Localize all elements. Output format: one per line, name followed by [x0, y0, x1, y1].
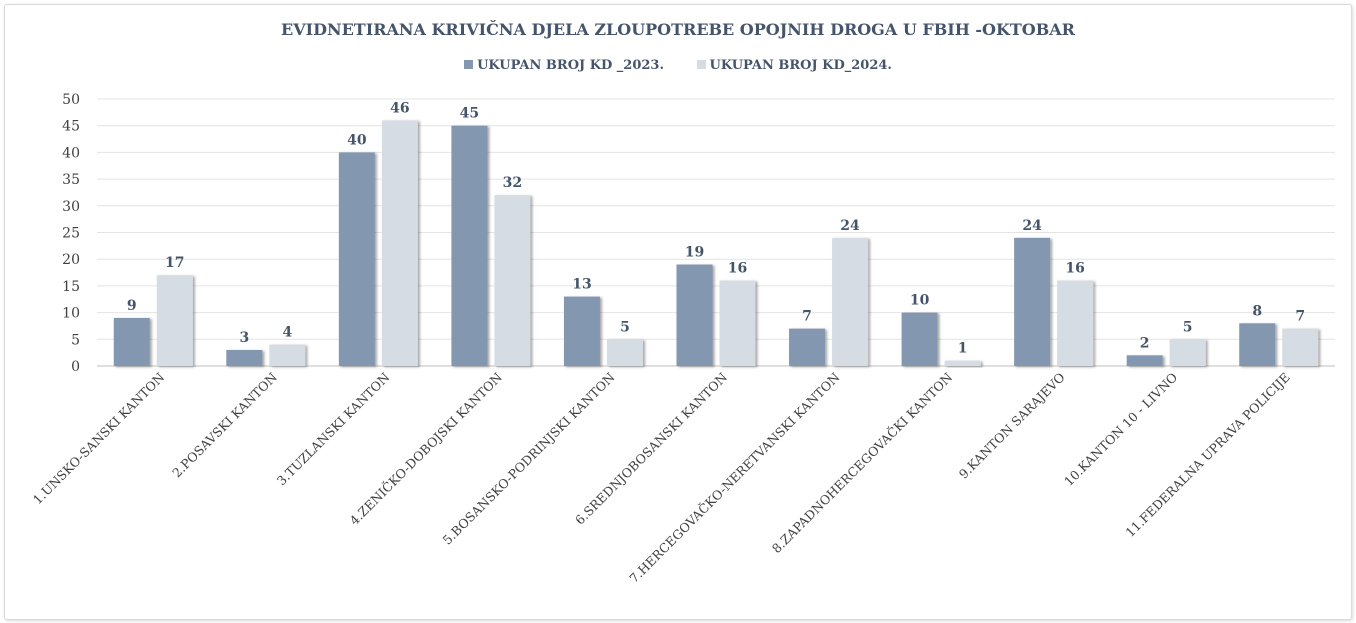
x-category-label: 9.KANTON SARAJEVO	[956, 370, 1068, 482]
y-tick-label: 40	[62, 145, 80, 161]
data-label: 32	[503, 175, 522, 191]
data-label: 17	[165, 255, 184, 271]
y-tick-label: 5	[71, 332, 80, 348]
data-label: 5	[620, 319, 630, 335]
data-label: 19	[685, 245, 704, 261]
data-label: 16	[728, 261, 747, 277]
bar-2024	[1057, 280, 1094, 366]
data-label: 7	[802, 309, 812, 325]
legend-label-2024: UKUPAN BROJ KD_2024.	[709, 58, 892, 73]
bar-2023	[789, 328, 826, 366]
y-tick-label: 20	[62, 252, 80, 268]
x-category-label: 5.BOSANSKO-PODRINJSKI KANTON	[440, 369, 618, 547]
y-tick-label: 45	[62, 119, 80, 135]
y-tick-label: 25	[62, 226, 80, 242]
bar-2024	[832, 237, 869, 366]
data-label: 5	[1183, 319, 1193, 335]
bar-2023	[901, 312, 938, 366]
y-tick-label: 30	[62, 199, 80, 215]
bar-2024	[269, 344, 306, 366]
data-label: 45	[460, 106, 479, 122]
data-label: 16	[1065, 261, 1084, 277]
bar-2024	[381, 120, 418, 366]
legend-label-2023: UKUPAN BROJ KD _2023.	[477, 58, 664, 73]
bar-2024	[494, 195, 531, 366]
legend-item-2024: UKUPAN BROJ KD_2024.	[696, 58, 892, 73]
bar-2023	[226, 349, 263, 366]
y-tick-label: 15	[62, 279, 80, 295]
data-label: 24	[1022, 218, 1042, 234]
legend-swatch-2024	[696, 60, 706, 69]
data-label: 2	[1140, 335, 1150, 351]
data-label: 40	[347, 132, 367, 148]
data-label: 1	[958, 341, 968, 357]
data-label: 10	[910, 293, 930, 309]
bar-2024	[1169, 339, 1206, 366]
data-label: 3	[239, 330, 249, 346]
bar-2023	[1126, 355, 1163, 366]
bar-2024	[944, 360, 981, 366]
y-tick-label: 10	[62, 306, 80, 322]
data-label: 4	[282, 325, 292, 341]
bar-2024	[156, 275, 193, 366]
bar-2023	[1014, 237, 1051, 366]
legend-swatch-2023	[464, 60, 474, 69]
legend: UKUPAN BROJ KD _2023. UKUPAN BROJ KD_202…	[0, 58, 1356, 73]
data-label: 46	[390, 100, 409, 116]
data-label: 13	[572, 277, 591, 293]
data-label: 8	[1252, 303, 1262, 319]
bar-2024	[1282, 328, 1319, 366]
data-label: 24	[840, 218, 860, 234]
x-category-label: 10.KANTON 10 - LIVNO	[1061, 370, 1180, 489]
y-tick-label: 35	[62, 172, 80, 188]
bar-2023	[1239, 323, 1276, 366]
bar-2023	[451, 125, 488, 366]
bar-2023	[113, 317, 150, 366]
x-category-label: 8.ZAPADNOHERCEGOVAČKI KANTON	[768, 369, 955, 556]
chart-title: EVIDNETIRANA KRIVIČNA DJELA ZLOUPOTREBE …	[281, 20, 1075, 39]
x-category-label: 7.HERCEGOVAČKO-NERETVANSKI KANTON	[626, 369, 843, 586]
bar-2023	[676, 264, 713, 366]
x-category-label: 1.UNSKO-SANSKI KANTON	[30, 369, 168, 507]
x-category-label: 2.POSAVSKI KANTON	[169, 369, 280, 480]
bar-2024	[606, 339, 643, 366]
y-tick-label: 0	[71, 359, 80, 375]
bar-2023	[338, 152, 375, 366]
data-label: 7	[1295, 309, 1305, 325]
y-tick-label: 50	[62, 92, 80, 108]
data-label: 9	[127, 298, 137, 314]
bar-2024	[719, 280, 756, 366]
x-category-label: 3.TUZLANSKI KANTON	[274, 369, 393, 488]
legend-item-2023: UKUPAN BROJ KD _2023.	[464, 58, 664, 73]
bar-2023	[563, 296, 600, 366]
